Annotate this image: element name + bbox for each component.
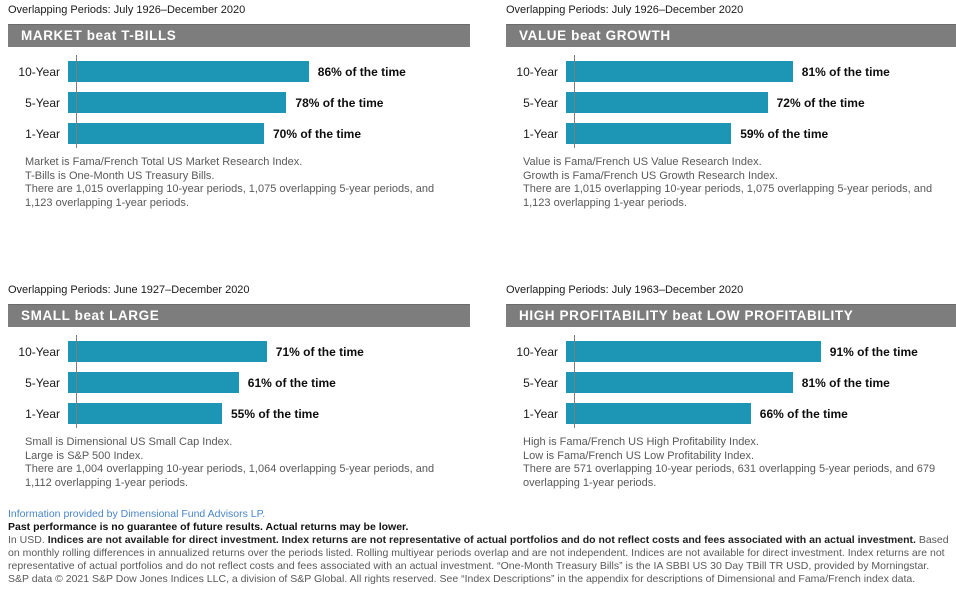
panel-title-bar: HIGH PROFITABILITY beat LOW PROFITABILIT…	[506, 304, 956, 327]
bar-row: 10-Year 71% of the time	[8, 341, 470, 362]
bar	[68, 92, 287, 113]
note-line: There are 1,004 overlapping 10-year peri…	[25, 463, 435, 489]
bar	[68, 341, 267, 362]
overlapping-periods-label: Overlapping Periods: July 1926–December …	[8, 4, 246, 16]
note-line: Low is Fama/French US Low Profitability …	[523, 449, 755, 462]
value-label: 78% of the time	[295, 95, 384, 110]
overlapping-periods-label: Overlapping Periods: July 1926–December …	[506, 4, 744, 16]
panel-title-bar: SMALL beat LARGE	[8, 304, 470, 327]
bar	[68, 403, 222, 424]
category-label: 10-Year	[516, 344, 558, 359]
footer-legal-rest: Based on monthly rolling differences in …	[8, 534, 949, 585]
footer-provider-credit: Information provided by Dimensional Fund…	[8, 508, 266, 520]
bar-chart: 10-Year 91% of the time 5-Year 81% of th…	[506, 335, 956, 428]
bar-row: 5-Year 72% of the time	[506, 92, 956, 113]
note-line: Large is S&P 500 Index.	[25, 449, 144, 462]
footer-past-performance-disclaimer: Past performance is no guarantee of futu…	[8, 521, 409, 533]
y-axis-line	[76, 335, 77, 428]
y-axis-line	[76, 55, 77, 148]
panel-title: VALUE beat GROWTH	[519, 28, 671, 43]
bar-row: 1-Year 66% of the time	[506, 403, 956, 424]
note-line: Value is Fama/French US Value Research I…	[523, 156, 762, 168]
category-label: 5-Year	[25, 375, 60, 390]
chart-panel: Overlapping Periods: June 1927–December …	[8, 284, 470, 490]
category-label: 1-Year	[25, 406, 60, 421]
panel-title-bar: MARKET beat T-BILLS	[8, 24, 470, 47]
bar	[566, 61, 793, 82]
overlapping-periods-label: Overlapping Periods: July 1963–December …	[506, 284, 744, 296]
note-line: T-Bills is One-Month US Treasury Bills.	[25, 169, 215, 182]
note-line: Small is Dimensional US Small Cap Index.	[25, 436, 233, 448]
bar	[566, 92, 768, 113]
panels-grid: Overlapping Periods: July 1926–December …	[8, 4, 956, 490]
category-label: 5-Year	[523, 95, 558, 110]
value-label: 86% of the time	[317, 64, 406, 79]
value-label: 81% of the time	[801, 375, 890, 390]
value-label: 66% of the time	[759, 406, 848, 421]
footer-legal-prefix: In USD.	[8, 534, 48, 546]
chart-panel: Overlapping Periods: July 1926–December …	[8, 4, 470, 284]
bar-row: 5-Year 78% of the time	[8, 92, 470, 113]
note-line: High is Fama/French US High Profitabilit…	[523, 436, 759, 448]
panel-title: MARKET beat T-BILLS	[21, 28, 177, 43]
slide-page: Overlapping Periods: July 1926–December …	[8, 4, 956, 586]
bar-row: 1-Year 70% of the time	[8, 123, 470, 144]
y-axis-line	[574, 55, 575, 148]
bar-chart: 10-Year 71% of the time 5-Year 61% of th…	[8, 335, 470, 428]
value-label: 91% of the time	[829, 344, 918, 359]
panel-title: SMALL beat LARGE	[21, 308, 160, 323]
bar	[566, 403, 751, 424]
category-label: 1-Year	[25, 126, 60, 141]
bar-row: 5-Year 81% of the time	[506, 372, 956, 393]
category-label: 10-Year	[18, 64, 60, 79]
footer-legal-bold: Indices are not available for direct inv…	[47, 534, 916, 546]
category-label: 1-Year	[523, 126, 558, 141]
bar-chart: 10-Year 81% of the time 5-Year 72% of th…	[506, 55, 956, 148]
value-label: 70% of the time	[273, 126, 362, 141]
bar-row: 5-Year 61% of the time	[8, 372, 470, 393]
bar	[68, 123, 264, 144]
panel-notes: High is Fama/French US High Profitabilit…	[523, 436, 951, 490]
note-line: There are 1,015 overlapping 10-year peri…	[523, 183, 933, 209]
value-label: 55% of the time	[231, 406, 320, 421]
bar-row: 10-Year 81% of the time	[506, 61, 956, 82]
category-label: 5-Year	[523, 375, 558, 390]
bar-row: 10-Year 91% of the time	[506, 341, 956, 362]
note-line: There are 1,015 overlapping 10-year peri…	[25, 183, 435, 209]
value-label: 72% of the time	[776, 95, 865, 110]
bar	[68, 61, 309, 82]
bar	[566, 341, 821, 362]
category-label: 10-Year	[516, 64, 558, 79]
panel-title: HIGH PROFITABILITY beat LOW PROFITABILIT…	[519, 308, 854, 323]
panel-notes: Market is Fama/French Total US Market Re…	[25, 156, 453, 210]
panel-title-bar: VALUE beat GROWTH	[506, 24, 956, 47]
value-label: 59% of the time	[740, 126, 829, 141]
bar	[566, 372, 793, 393]
bar	[68, 372, 239, 393]
bar-chart: 10-Year 86% of the time 5-Year 78% of th…	[8, 55, 470, 148]
category-label: 10-Year	[18, 344, 60, 359]
overlapping-periods-label: Overlapping Periods: June 1927–December …	[8, 284, 250, 296]
bar	[566, 123, 732, 144]
note-line: There are 571 overlapping 10-year period…	[523, 463, 936, 489]
category-label: 5-Year	[25, 95, 60, 110]
chart-panel: Overlapping Periods: July 1963–December …	[506, 284, 956, 490]
note-line: Growth is Fama/French US Growth Research…	[523, 169, 778, 182]
category-label: 1-Year	[523, 406, 558, 421]
value-label: 71% of the time	[275, 344, 364, 359]
bar-row: 1-Year 59% of the time	[506, 123, 956, 144]
bar-row: 10-Year 86% of the time	[8, 61, 470, 82]
panel-notes: Small is Dimensional US Small Cap Index.…	[25, 436, 453, 490]
footer: Information provided by Dimensional Fund…	[8, 508, 956, 586]
value-label: 81% of the time	[801, 64, 890, 79]
value-label: 61% of the time	[247, 375, 336, 390]
note-line: Market is Fama/French Total US Market Re…	[25, 156, 303, 168]
footer-legal-text: In USD. Indices are not available for di…	[8, 534, 950, 586]
chart-panel: Overlapping Periods: July 1926–December …	[506, 4, 956, 284]
bar-row: 1-Year 55% of the time	[8, 403, 470, 424]
y-axis-line	[574, 335, 575, 428]
panel-notes: Value is Fama/French US Value Research I…	[523, 156, 951, 210]
